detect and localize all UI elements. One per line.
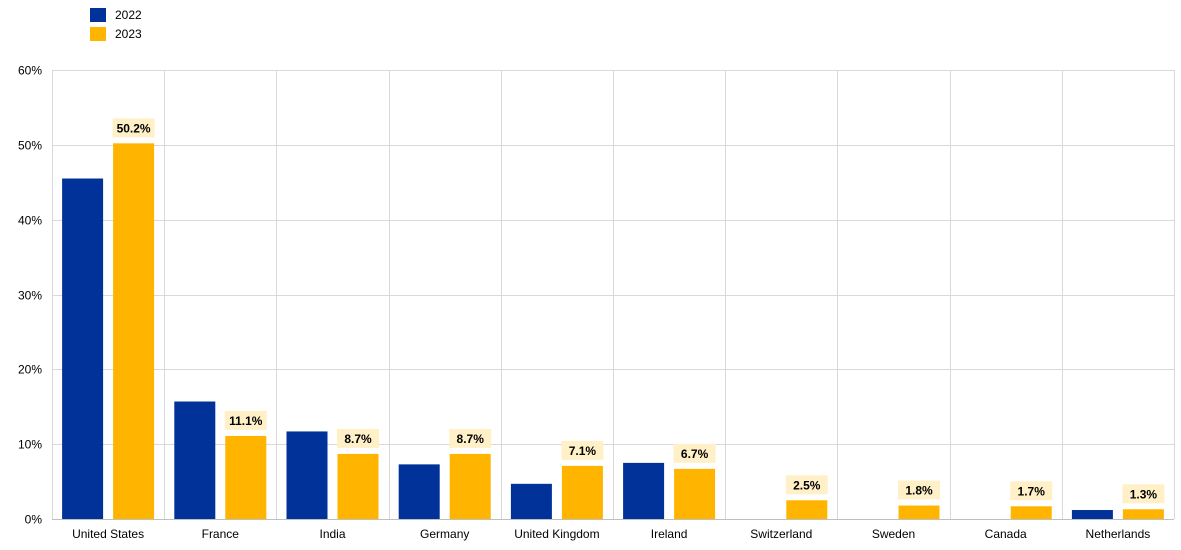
x-tick-label: Sweden	[872, 527, 915, 541]
bar-2022	[398, 464, 440, 519]
bar-2022	[510, 483, 552, 519]
data-label-bg	[112, 118, 155, 138]
data-label: 7.1%	[569, 444, 597, 458]
x-tick-label: France	[202, 527, 240, 541]
x-tick-label: United States	[72, 527, 144, 541]
data-label-bg	[337, 428, 379, 448]
bar-2023	[1010, 506, 1052, 519]
legend-swatch-2023	[90, 26, 106, 41]
data-label-bg	[449, 428, 492, 448]
bar-2022	[62, 178, 104, 519]
data-label-bg	[1122, 484, 1165, 504]
data-label: 11.1%	[229, 414, 263, 428]
bar-2023	[337, 453, 379, 519]
data-label-bg	[224, 410, 267, 430]
data-label: 2.5%	[793, 478, 821, 492]
bar-2023	[674, 468, 716, 519]
chart-legend: 2022 2023	[90, 5, 142, 43]
bar-2023	[225, 435, 267, 519]
bar-2022	[1071, 510, 1113, 519]
data-label: 1.3%	[1130, 487, 1158, 501]
x-tick-label: United Kingdom	[514, 527, 599, 541]
bar-2023	[449, 453, 491, 519]
bar-2022	[286, 431, 328, 519]
bar-2022	[623, 462, 665, 519]
bar-2023	[561, 465, 603, 519]
y-tick-label: 0%	[25, 513, 43, 527]
bar-2022	[174, 401, 216, 519]
y-tick-label: 50%	[18, 139, 42, 153]
x-tick-label: Ireland	[651, 527, 688, 541]
bar-2023	[1122, 509, 1164, 519]
legend-swatch-2022	[90, 7, 106, 22]
data-label: 1.7%	[1018, 484, 1046, 498]
data-label: 6.7%	[681, 447, 709, 461]
legend-label-2023: 2023	[115, 26, 142, 41]
legend-item-2022: 2022	[90, 5, 142, 24]
data-label: 1.8%	[905, 484, 933, 498]
data-label-bg	[785, 475, 828, 495]
data-label-bg	[898, 480, 940, 500]
bar-2023	[113, 143, 155, 519]
bar-2023	[786, 500, 828, 519]
legend-item-2023: 2023	[90, 24, 142, 43]
y-tick-label: 30%	[18, 289, 42, 303]
y-tick-label: 40%	[18, 214, 42, 228]
y-tick-label: 60%	[18, 64, 42, 78]
x-tick-label: Canada	[985, 527, 1027, 541]
y-tick-label: 10%	[18, 438, 42, 452]
x-tick-label: Germany	[420, 527, 469, 541]
data-label: 50.2%	[117, 121, 151, 135]
legend-label-2022: 2022	[115, 7, 142, 22]
data-label: 8.7%	[457, 432, 485, 446]
data-label-bg	[1010, 481, 1053, 501]
x-tick-label: India	[319, 527, 345, 541]
x-tick-label: Switzerland	[750, 527, 812, 541]
x-tick-label: Netherlands	[1086, 527, 1151, 541]
data-label-bg	[673, 443, 716, 463]
data-label-bg	[561, 440, 604, 460]
bar-2023	[898, 505, 940, 519]
y-tick-label: 20%	[18, 363, 42, 377]
data-label: 8.7%	[344, 432, 372, 446]
